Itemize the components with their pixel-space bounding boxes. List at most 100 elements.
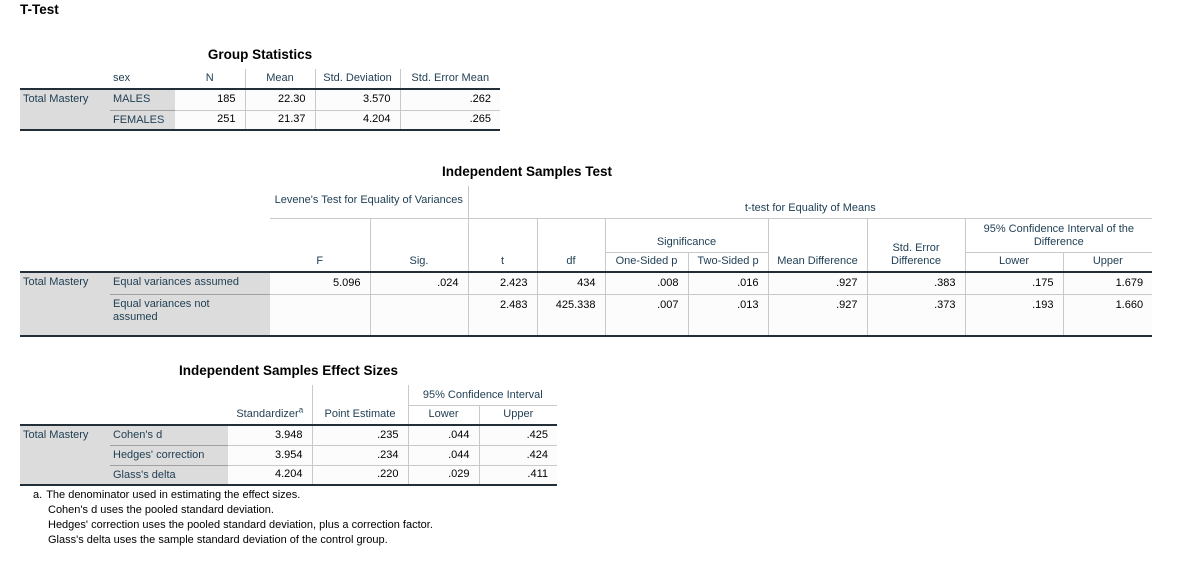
cell-upper: .425	[479, 425, 558, 446]
table-row: FEMALES 251 21.37 4.204 .265	[20, 110, 500, 130]
corner-cell	[20, 69, 110, 89]
col-header-std-deviation: Std. Deviation	[315, 69, 401, 89]
footnote-marker: a	[298, 405, 304, 415]
cell-one-sided-p: .008	[605, 272, 689, 295]
cell-point-estimate: .235	[312, 425, 409, 446]
table-row: Glass's delta 4.204 .220 .029 .411	[20, 465, 558, 485]
cell-standardizer: 3.954	[228, 445, 313, 466]
col-header-one-sided-p: One-Sided p	[605, 252, 689, 272]
row-label-assumption: Equal variances not assumed	[110, 294, 270, 336]
row-label-group: MALES	[110, 89, 175, 111]
corner-cell	[20, 186, 270, 272]
cell-n: 251	[175, 110, 246, 130]
cell-t: 2.483	[468, 294, 538, 336]
col-header-upper: Upper	[1092, 255, 1123, 267]
corner-cell	[20, 385, 228, 425]
cell-two-sided-p: .016	[688, 272, 769, 295]
effect-sizes-table: Standardizera Point Estimate 95% Confide…	[20, 385, 558, 486]
cell-upper: 1.679	[1063, 272, 1153, 295]
row-label-assumption: Equal variances assumed	[110, 272, 270, 295]
cell-lower: .193	[965, 294, 1064, 336]
row-label-measure: Glass's delta	[110, 465, 228, 485]
table-header-row: F Sig. t df Significance Mean Difference…	[20, 218, 1153, 272]
cell-std-error-mean: .262	[400, 89, 500, 111]
cell-lower: .044	[408, 445, 480, 466]
table-row: Hedges' correction 3.954 .234 .044 .424	[20, 445, 558, 466]
table-row: Total Mastery Equal variances assumed 5.…	[20, 272, 1153, 336]
row-label-measure: Cohen's d	[110, 425, 228, 446]
span-header-confidence-interval: 95% Confidence Interval of the Differenc…	[965, 218, 1153, 253]
cell-sig: .024	[370, 272, 469, 295]
col-header-mean: Mean	[245, 69, 316, 89]
cell-f: 5.096	[270, 272, 371, 295]
row-label-measure: Hedges' correction	[110, 445, 228, 466]
table-footnotes: a. The denominator used in estimating th…	[33, 488, 433, 548]
footnote-marker: a.	[33, 489, 43, 501]
cell-df: 434	[537, 272, 606, 295]
table-row: Total Mastery Cohen's d 3.948 .235 .044 …	[20, 425, 558, 485]
independent-samples-test-title: Independent Samples Test	[441, 164, 613, 179]
col-header-t: t	[468, 218, 538, 272]
table-header-row: Levene's Test for Equality of Variances …	[20, 186, 1153, 219]
row-label-variable: Total Mastery	[20, 425, 110, 485]
cell-lower: .044	[408, 425, 480, 446]
cell-std-error-mean: .265	[400, 110, 500, 130]
cell-f	[270, 294, 371, 336]
row-label-group: FEMALES	[110, 110, 175, 130]
col-header-standardizer: Standardizera	[228, 385, 313, 425]
col-header-n: N	[175, 69, 246, 89]
col-header-mean-difference: Mean Difference	[768, 218, 868, 272]
col-header-point-estimate: Point Estimate	[312, 385, 409, 425]
table-header-row: Standardizera Point Estimate 95% Confide…	[20, 385, 558, 425]
cell-n: 185	[175, 89, 246, 111]
footnote-text: The denominator used in estimating the e…	[46, 489, 301, 501]
footnote-line: Glass's delta uses the sample standard d…	[48, 534, 388, 546]
cell-std-deviation: 4.204	[315, 110, 401, 130]
col-header-f: F	[270, 218, 371, 272]
cell-std-error-difference: .383	[867, 272, 966, 295]
cell-mean: 21.37	[245, 110, 316, 130]
table-header-row: One-Sided p Two-Sided p Lower Upper	[20, 252, 1152, 272]
cell-lower: .029	[408, 465, 480, 485]
span-header-confidence-interval: 95% Confidence Interval	[408, 385, 558, 406]
cell-std-deviation: 3.570	[315, 89, 401, 111]
col-header-lower: Lower	[408, 405, 480, 425]
col-header-std-error-difference: Std. Error Difference	[867, 218, 966, 272]
cell-mean-difference: .927	[768, 294, 868, 336]
cell-upper: .411	[479, 465, 558, 485]
footnote-line: Hedges' correction uses the pooled stand…	[48, 519, 433, 531]
cell-mean-difference: .927	[768, 272, 868, 295]
cell-two-sided-p: .013	[688, 294, 769, 336]
cell-point-estimate: .220	[312, 465, 409, 485]
cell-mean: 22.30	[245, 89, 316, 111]
row-label-variable: Total Mastery	[20, 272, 110, 336]
table-header-row: Lower Upper	[20, 405, 557, 425]
span-header-levene: Levene's Test for Equality of Variances	[270, 186, 469, 219]
footnote-line: a. The denominator used in estimating th…	[33, 488, 433, 503]
cell-standardizer: 3.948	[228, 425, 313, 446]
cell-upper: 1.660	[1063, 294, 1153, 336]
span-header-significance: Significance	[605, 218, 769, 253]
col-header-std-error-mean: Std. Error Mean	[411, 72, 490, 84]
group-statistics-table: sex N Mean Std. Deviation Std. Error Mea…	[20, 69, 500, 131]
row-label-variable: Total Mastery	[20, 89, 110, 130]
page-title: T-Test	[20, 2, 59, 17]
footnote-line: Cohen's d uses the pooled standard devia…	[48, 504, 274, 516]
independent-samples-test-table: Levene's Test for Equality of Variances …	[20, 186, 1153, 337]
cell-point-estimate: .234	[312, 445, 409, 466]
group-statistics-title: Group Statistics	[207, 47, 313, 62]
col-header-df: df	[537, 218, 606, 272]
cell-upper: .424	[479, 445, 558, 466]
cell-lower: .175	[965, 272, 1064, 295]
table-header-row: sex N Mean Std. Deviation Std. Error Mea…	[20, 69, 500, 89]
table-row: Equal variances not assumed 2.483 425.33…	[20, 294, 1153, 336]
cell-t: 2.423	[468, 272, 538, 295]
cell-sig	[370, 294, 469, 336]
cell-df: 425.338	[537, 294, 606, 336]
effect-sizes-title: Independent Samples Effect Sizes	[178, 363, 399, 378]
cell-std-error-difference: .373	[867, 294, 966, 336]
col-header-upper: Upper	[503, 408, 534, 420]
span-header-ttest: t-test for Equality of Means	[468, 186, 1153, 219]
cell-standardizer: 4.204	[228, 465, 313, 485]
